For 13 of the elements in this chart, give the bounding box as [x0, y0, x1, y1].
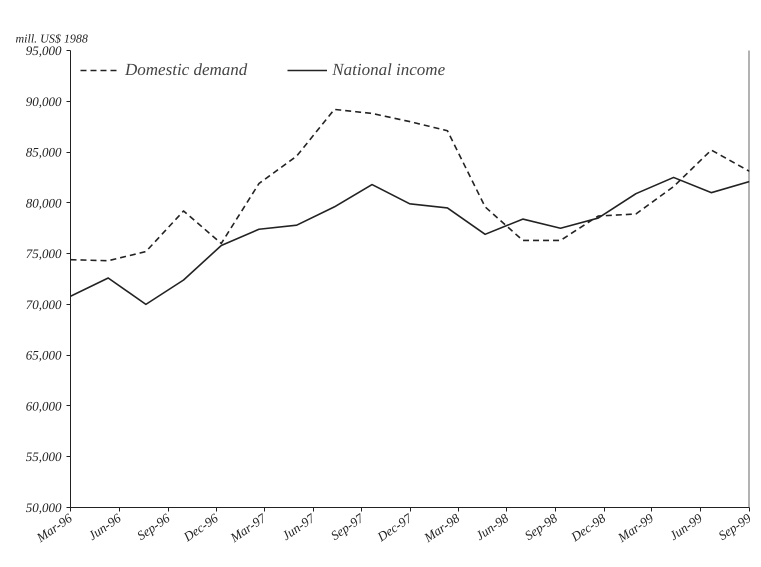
y-tick-label: 60,000	[26, 398, 62, 414]
y-tick-label: 80,000	[26, 195, 62, 210]
y-tick-label: 70,000	[26, 296, 62, 312]
y-tick-label: 65,000	[26, 348, 62, 363]
legend-label: National income	[332, 60, 446, 80]
y-tick-label: 95,000	[26, 43, 62, 58]
y-tick-label: 75,000	[26, 246, 62, 262]
y-tick-label: 85,000	[26, 144, 62, 160]
legend-label: Domestic demand	[125, 60, 248, 80]
y-tick-label: 55,000	[26, 449, 62, 464]
y-tick-label: 50,000	[26, 500, 62, 515]
y-tick-label: 90,000	[26, 94, 62, 109]
chart-title: mill. US$ 1988	[16, 32, 88, 46]
